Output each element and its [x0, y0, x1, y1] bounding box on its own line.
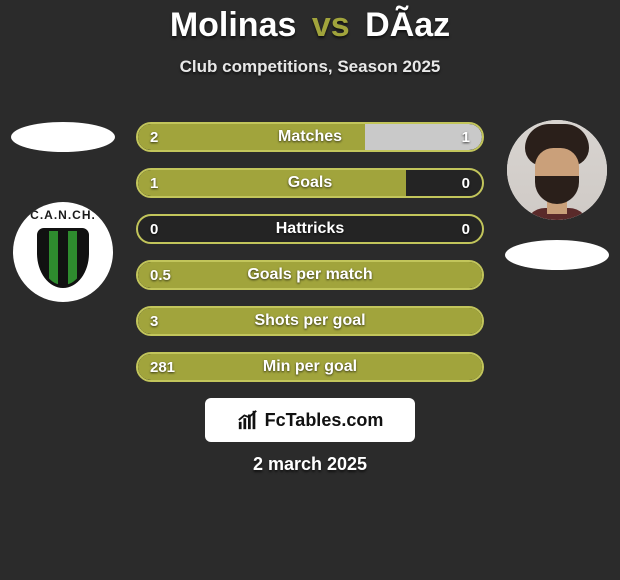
club-badge-letters: C.A.N.CH. [13, 208, 113, 222]
left-side-column: C.A.N.CH. [8, 122, 118, 302]
stat-label: Goals per match [138, 262, 482, 288]
stats-container: 2Matches11Goals00Hattricks00.5Goals per … [136, 122, 484, 398]
stripe [49, 231, 58, 285]
chart-icon [237, 409, 259, 431]
stripe [58, 231, 67, 285]
stat-row: 281Min per goal [136, 352, 484, 382]
stat-row: 1Goals0 [136, 168, 484, 198]
player1-club-badge: C.A.N.CH. [13, 202, 113, 302]
right-side-column [502, 122, 612, 220]
player2-name: DÃ­az [365, 6, 450, 44]
player1-name: Molinas [170, 6, 297, 44]
stripe [68, 231, 77, 285]
player-beard [535, 176, 579, 204]
stat-row: 0.5Goals per match [136, 260, 484, 290]
vs-label: vs [312, 6, 350, 44]
stat-label: Hattricks [138, 216, 482, 242]
stat-value-right: 0 [462, 216, 470, 242]
stat-row: 0Hattricks0 [136, 214, 484, 244]
stat-row: 3Shots per goal [136, 306, 484, 336]
shield-icon [37, 228, 89, 288]
stat-row: 2Matches1 [136, 122, 484, 152]
fctables-label: FcTables.com [265, 410, 384, 431]
date-label: 2 march 2025 [0, 454, 620, 475]
player1-base-ellipse [11, 122, 115, 152]
stat-value-right: 1 [462, 124, 470, 150]
subtitle: Club competitions, Season 2025 [0, 57, 620, 77]
stripe [77, 231, 86, 285]
fctables-badge: FcTables.com [205, 398, 415, 442]
stat-label: Goals [138, 170, 482, 196]
stat-label: Min per goal [138, 354, 482, 380]
player2-photo [507, 120, 607, 220]
stat-value-right: 0 [462, 170, 470, 196]
stat-label: Shots per goal [138, 308, 482, 334]
player2-base-ellipse [505, 240, 609, 270]
stat-label: Matches [138, 124, 482, 150]
stripe [40, 231, 49, 285]
comparison-title: Molinas vs DÃ­az [0, 0, 620, 45]
